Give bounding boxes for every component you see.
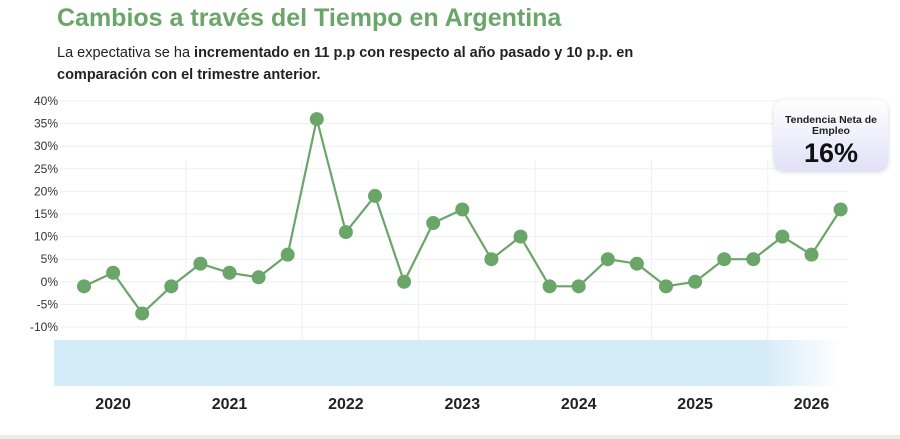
data-point: [106, 265, 121, 280]
y-tick-label: 0%: [41, 275, 59, 289]
subtitle-bold: incrementado en 11 p.p con respecto al a…: [57, 45, 634, 83]
data-point: [659, 279, 673, 294]
data-point: [135, 306, 150, 321]
data-point: [833, 202, 848, 217]
data-point: [251, 270, 266, 285]
data-point: [193, 256, 208, 271]
data-point: [775, 229, 790, 244]
data-point: [164, 279, 179, 294]
y-tick-label: 25%: [34, 162, 58, 176]
x-tick-label-year: 2025: [677, 396, 713, 413]
x-tick-label-year: 2026: [794, 396, 830, 413]
data-point: [746, 252, 761, 267]
y-tick-label: 30%: [34, 139, 58, 153]
badge-value: 16%: [803, 138, 859, 168]
page-title: Cambios a través del Tiempo en Argentina: [57, 4, 562, 32]
bottom-divider: [0, 435, 900, 439]
net-employment-trend-badge: Tendencia Neta de Empleo 16%: [774, 100, 888, 171]
x-tick-label-year: 2021: [212, 396, 248, 413]
x-tick-label-year: 2024: [561, 396, 597, 413]
x-tick-label-year: 2020: [95, 396, 131, 413]
data-point: [455, 202, 470, 217]
year-band: [54, 340, 840, 386]
data-point: [542, 279, 557, 294]
data-point: [717, 252, 732, 267]
subtitle-text: La expectativa se ha: [57, 45, 195, 61]
data-point: [338, 225, 353, 240]
data-point: [484, 252, 499, 267]
data-point: [309, 112, 324, 127]
data-point: [280, 247, 295, 262]
data-point: [513, 229, 528, 244]
data-point: [571, 279, 586, 294]
subtitle: La expectativa se ha incrementado en 11 …: [57, 42, 707, 86]
y-axis: -10% -5% 0% 5% 10% 15% 20% 25% 30% 35% 40%: [30, 94, 58, 334]
data-point: [804, 247, 819, 262]
data-point: [688, 274, 703, 289]
data-point: [397, 274, 412, 289]
x-tick-label-year: 2022: [328, 396, 364, 413]
series-points: [77, 112, 848, 321]
data-point: [629, 256, 644, 271]
x-axis-years: 2020 2021 2022 2023 2024 2025 2026: [95, 396, 829, 413]
y-tick-label: -5%: [37, 297, 59, 311]
badge-label: Tendencia Neta de Empleo: [785, 114, 877, 137]
data-point: [600, 252, 615, 267]
data-point: [368, 188, 382, 203]
data-point: [77, 279, 91, 294]
x-tick-label-year: 2023: [445, 396, 481, 413]
y-tick-label: 40%: [34, 94, 58, 108]
data-point: [426, 216, 441, 231]
y-tick-label: 35%: [34, 117, 58, 131]
y-tick-label: 20%: [34, 184, 58, 198]
data-point: [222, 265, 237, 280]
y-tick-label: -10%: [30, 320, 58, 334]
y-tick-label: 10%: [34, 230, 58, 244]
y-tick-label: 15%: [34, 207, 58, 221]
y-tick-label: 5%: [41, 252, 59, 266]
